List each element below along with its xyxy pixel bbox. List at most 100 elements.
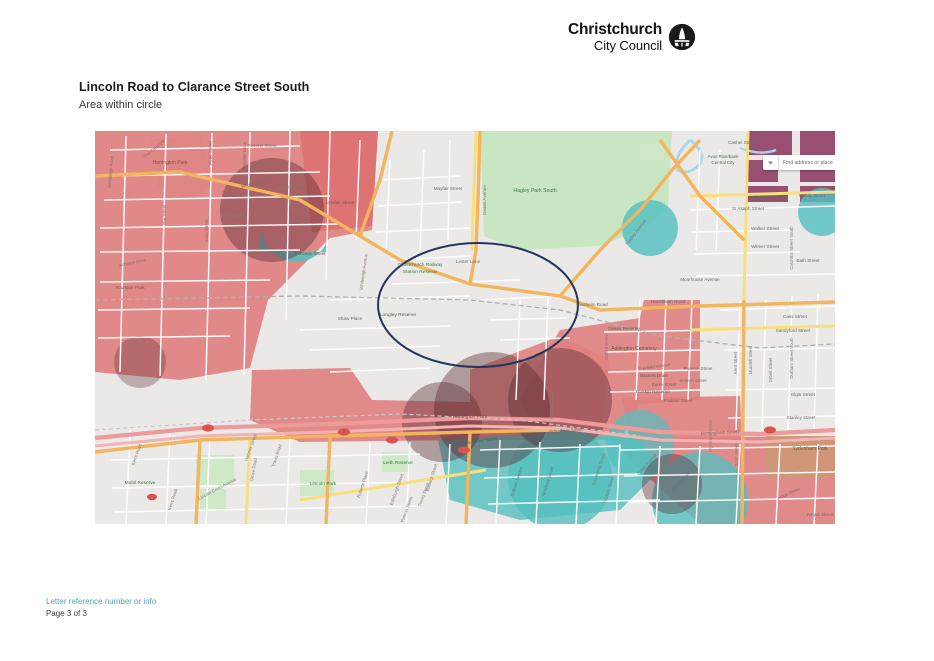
railway-line <box>95 295 835 437</box>
map-label: Addington Park <box>453 414 488 420</box>
chevron-down-icon[interactable] <box>763 155 779 170</box>
council-emblem-icon <box>668 24 696 51</box>
footer-page-number: Page 3 of 3 <box>46 609 87 618</box>
map-label: Whiteleigh Avenue <box>359 253 369 290</box>
map-label: Lester Lane <box>456 259 481 264</box>
map-label: Kerrs Road <box>167 488 179 511</box>
zone-teal-south2 <box>508 426 612 524</box>
footer-reference: Letter reference number or info <box>46 597 157 606</box>
map-label: Shaw Place <box>338 316 363 321</box>
area-of-interest-circle <box>377 242 579 368</box>
map-label: The Street <box>162 204 167 225</box>
map-label: Lyndon Street <box>326 200 355 205</box>
zone-dark-w <box>114 336 166 388</box>
map-label: Whiteleigh Road <box>107 155 115 188</box>
council-logo: Christchurch City Council <box>568 21 696 53</box>
road-markers <box>147 424 776 501</box>
zone-dark-nw <box>220 158 324 262</box>
river-branch <box>739 146 777 154</box>
map-label: Moorhouse Avenue <box>680 277 720 282</box>
map-label: Mayfair Street <box>434 186 463 191</box>
zone-dark-s3 <box>402 382 482 462</box>
map-label: Birmingham Street <box>701 429 740 436</box>
map-label: Leith Reserve <box>383 460 413 466</box>
map-label: Wright Street <box>241 178 268 189</box>
zone-teal-ne <box>798 188 835 236</box>
map-label: Mobil Reserve <box>125 480 156 486</box>
map-label: Blenheim Road <box>576 302 608 307</box>
map-label: Longley Reserve <box>380 312 416 318</box>
park-green-ne <box>640 144 664 160</box>
map-label: Harrington Park <box>152 160 188 166</box>
map-canvas[interactable]: Hagley Park South Deans Avenue Hagley Aven… <box>95 131 835 524</box>
page-title: Lincoln Road to Clarance Street South <box>79 80 310 94</box>
map-label: Cashel Street <box>728 140 757 145</box>
page-subtitle: Area within circle <box>79 99 163 111</box>
map-label: Peter Street <box>208 141 213 165</box>
zone-red-west <box>95 131 378 380</box>
map-label: Colombo Street South <box>789 226 794 270</box>
zone-teal-nw <box>258 228 326 262</box>
zone-dark-s1 <box>434 352 550 468</box>
roads-minor <box>97 131 835 524</box>
map-label: Rex Street <box>221 213 243 218</box>
map-label: Selwyn Street <box>679 378 707 383</box>
map-label: Fairfield Avenue <box>639 362 671 371</box>
map-label: Oxford Street <box>604 333 609 360</box>
zone-red-mid <box>470 336 610 440</box>
page-footer: Letter reference number or info Page 3 o… <box>46 596 156 620</box>
map-label: Poulson Street <box>664 398 694 403</box>
map-label: Elizabeth Drive <box>275 181 305 191</box>
map-label: Ruskin Reserve <box>636 389 670 395</box>
map-label: Walker Street <box>751 226 779 231</box>
map-label: Central City <box>712 160 736 165</box>
search-input[interactable] <box>779 159 835 166</box>
map-label: Christchurch Railway <box>397 262 443 268</box>
zone-teal-southeast <box>652 452 748 524</box>
map-label: Kent Street <box>733 351 738 374</box>
map-label: Hazeldean Road <box>651 299 686 304</box>
map-label: Hagley Park South <box>513 188 556 194</box>
map-label: Peverel Street <box>247 143 277 148</box>
zone-red-north-block <box>300 131 378 232</box>
map-label: Deans Reserve <box>608 326 640 331</box>
map-label: Station Reserve <box>403 269 437 275</box>
logo-line-christchurch: Christchurch <box>568 21 663 38</box>
map-label: Cass Street <box>783 314 808 319</box>
map-label: Princess Street <box>294 251 326 256</box>
map-label: Avon Riverbank <box>708 154 740 159</box>
map-label: Lincoln Park <box>310 481 337 487</box>
map-label: Plynlimon Street <box>708 419 713 452</box>
map-label: Poulson Street <box>684 366 714 371</box>
map-label: Acheron Drive <box>119 257 148 268</box>
map-label: Clarence Street South <box>452 436 498 447</box>
zone-dark-s2 <box>508 348 612 452</box>
map-label: Burke Street <box>652 382 677 387</box>
logo-line-city-council: City Council <box>593 37 663 53</box>
map-label: Sydenham Park <box>792 446 828 452</box>
map-label: Addington Cemetery <box>611 346 657 352</box>
map-label: Poulton Drive <box>242 141 247 168</box>
map-label: Suva Street <box>204 219 209 243</box>
map-search-widget[interactable] <box>763 155 835 170</box>
map-label: Scott Street <box>734 443 739 467</box>
map-label: Kahikatea Dennison <box>748 195 788 200</box>
map-label: Mundell Street <box>748 345 753 374</box>
map-label: Waltham Street <box>549 388 554 419</box>
council-logo-text: Christchurch City Council <box>568 21 663 53</box>
map-label: Baxters Drain <box>640 373 668 378</box>
map-label: Youlston Park <box>115 285 145 291</box>
map-label: Stanley Street <box>787 415 817 420</box>
map-label: Grove Road <box>249 457 258 482</box>
map-label: Wilmer Street <box>751 244 780 249</box>
map-label: Orbell Street <box>768 357 773 382</box>
map-label: St Asaph Street <box>732 206 765 211</box>
map-label: Bath Street <box>797 258 821 263</box>
map-label: Brougham Street <box>549 427 583 434</box>
map-label: Mobile Street <box>799 193 826 198</box>
road-highway-corridor <box>95 415 835 448</box>
map-label: Durham Street South <box>789 337 794 379</box>
